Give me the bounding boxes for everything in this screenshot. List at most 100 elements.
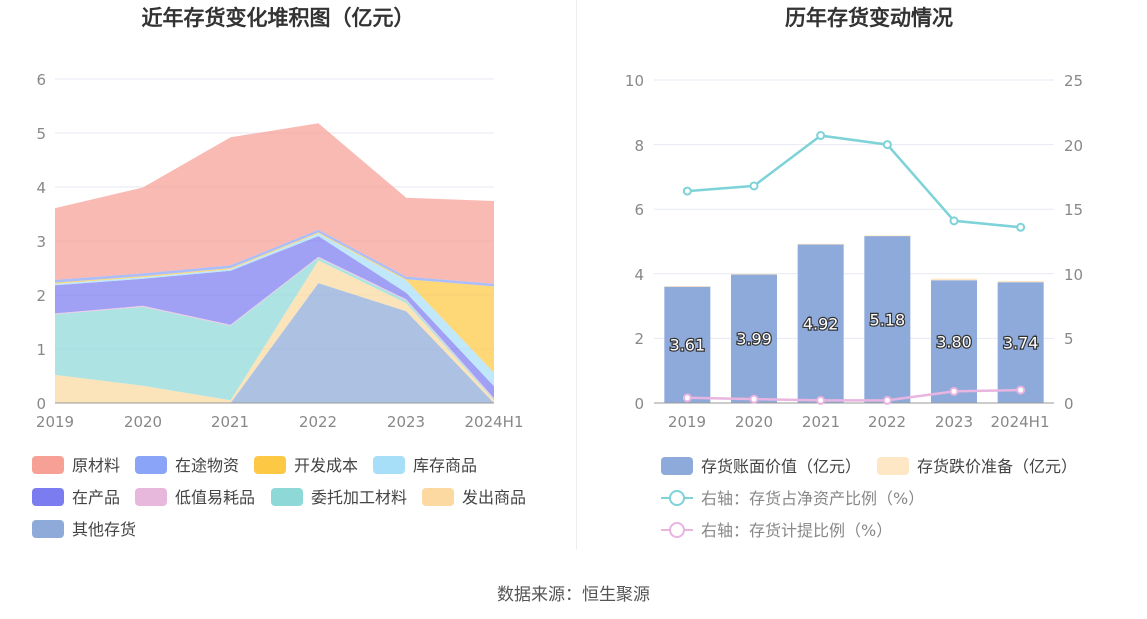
legend-label: 低值易耗品 <box>175 488 255 507</box>
bar-value-label: 3.61 <box>670 336 706 355</box>
line-point <box>816 395 826 405</box>
legend-label: 在途物资 <box>175 456 239 475</box>
bar-chart-title: 历年存货变动情况 <box>785 6 953 30</box>
bar-legend-item[interactable]: 右轴：存货占净资产比例（%） <box>661 489 924 508</box>
line-point <box>949 386 959 396</box>
stack-x-tick: 2023 <box>387 413 425 431</box>
bar-x-tick: 2024H1 <box>991 413 1050 431</box>
line-series <box>687 388 1021 402</box>
legend-label: 原材料 <box>72 456 120 475</box>
inventory-value-bar <box>997 282 1044 403</box>
line-point <box>749 394 759 404</box>
bar-right-y-tick: 15 <box>1064 201 1083 219</box>
line-point <box>882 395 892 405</box>
stack-x-tick: 2021 <box>211 413 249 431</box>
stack-y-tick: 4 <box>36 179 46 197</box>
legend-label: 开发成本 <box>294 456 358 475</box>
line-point <box>816 131 826 141</box>
legend-label: 右轴：存货计提比例（%） <box>701 521 892 540</box>
stack-area-发出商品 <box>55 260 494 403</box>
stack-y-tick: 2 <box>36 287 46 305</box>
stack-area-委托加工材料 <box>55 257 494 401</box>
line-point <box>682 393 692 403</box>
bar-value-label: 3.99 <box>736 330 772 349</box>
stack-legend-item[interactable]: 委托加工材料 <box>271 488 407 507</box>
bar-legend-item[interactable]: 右轴：存货计提比例（%） <box>661 521 892 540</box>
stack-area-库存商品 <box>55 233 494 387</box>
legend-label: 其他存货 <box>72 520 136 539</box>
impairment-provision-bar <box>864 235 911 237</box>
stack-y-tick: 6 <box>36 71 46 89</box>
stack-y-tick: 1 <box>36 341 46 359</box>
legend-swatch <box>32 488 64 506</box>
bar-right-y-tick: 10 <box>1064 266 1083 284</box>
bar-value-label: 3.74 <box>1003 334 1039 353</box>
bar-value-label: 3.80 <box>936 333 972 352</box>
stack-area-在产品 <box>55 236 494 399</box>
stack-legend-item[interactable]: 发出商品 <box>422 488 526 507</box>
legend-label: 发出商品 <box>462 488 526 507</box>
data-source-note: 数据来源：恒生聚源 <box>497 585 650 605</box>
bar-right-y-tick: 25 <box>1064 72 1083 90</box>
legend-marker <box>669 490 685 506</box>
impairment-provision-bar <box>664 286 711 287</box>
stack-legend-item[interactable]: 库存商品 <box>373 456 477 475</box>
bar-left-y-tick: 10 <box>625 72 644 90</box>
bar-left-y-tick: 8 <box>634 137 644 155</box>
legend-swatch <box>32 456 64 474</box>
legend-swatch <box>135 456 167 474</box>
bar-legend-item[interactable]: 存货跌价准备（亿元） <box>877 457 1077 476</box>
inventory-value-bar <box>864 235 911 403</box>
stack-legend-item[interactable]: 在产品 <box>32 488 120 507</box>
legend-marker <box>669 522 685 538</box>
stack-legend-item[interactable]: 原材料 <box>32 456 120 475</box>
bar-value-label: 4.92 <box>803 315 839 334</box>
stack-x-tick: 2022 <box>299 413 337 431</box>
line-series <box>687 134 1021 229</box>
bar-right-y-tick: 20 <box>1064 137 1083 155</box>
stack-chart-title: 近年存货变化堆积图（亿元） <box>142 6 415 30</box>
inventory-value-bar <box>731 274 777 403</box>
line-point <box>749 181 759 191</box>
bar-line-combo-chart: 历年存货变动情况 0 2 4 6 8 10 0 5 10 15 20 25 3.… <box>625 6 1083 540</box>
stack-x-tick: 2024H1 <box>465 413 524 431</box>
bar-legend-item[interactable]: 存货账面价值（亿元） <box>661 457 861 476</box>
legend-swatch <box>422 488 454 506</box>
legend-swatch <box>373 456 405 474</box>
bar-x-tick: 2019 <box>668 413 706 431</box>
legend-swatch <box>32 520 64 538</box>
stack-area-在途物资 <box>55 229 494 287</box>
legend-swatch <box>661 457 693 475</box>
inventory-value-bar <box>931 280 977 403</box>
bar-right-y-tick: 0 <box>1064 395 1074 413</box>
bar-left-y-tick: 2 <box>634 330 644 348</box>
stack-x-tick: 2020 <box>124 413 162 431</box>
legend-swatch <box>877 457 909 475</box>
stack-y-tick: 5 <box>36 125 46 143</box>
legend-label: 委托加工材料 <box>311 488 407 507</box>
bar-x-tick: 2023 <box>935 413 973 431</box>
legend-swatch <box>271 488 303 506</box>
inventory-value-bar <box>664 286 711 403</box>
line-point <box>1016 385 1026 395</box>
line-point <box>682 186 692 196</box>
stack-legend-item[interactable]: 低值易耗品 <box>135 488 255 507</box>
legend-label: 存货账面价值（亿元） <box>701 457 861 476</box>
line-point <box>882 140 892 150</box>
legend-label: 库存商品 <box>413 456 477 475</box>
stack-legend-item[interactable]: 在途物资 <box>135 456 239 475</box>
stack-x-tick: 2019 <box>36 413 74 431</box>
bar-value-label: 5.18 <box>870 310 906 329</box>
bar-left-y-tick: 4 <box>634 266 644 284</box>
stack-y-tick: 3 <box>36 233 46 251</box>
bar-right-y-tick: 5 <box>1064 330 1074 348</box>
chart-divider <box>576 0 577 550</box>
stack-legend-item[interactable]: 开发成本 <box>254 456 358 475</box>
bar-x-tick: 2021 <box>802 413 840 431</box>
stack-legend-item[interactable]: 其他存货 <box>32 520 136 539</box>
legend-swatch <box>254 456 286 474</box>
bar-x-tick: 2020 <box>735 413 773 431</box>
stack-area-其他存货 <box>55 283 494 403</box>
line-point <box>949 216 959 226</box>
